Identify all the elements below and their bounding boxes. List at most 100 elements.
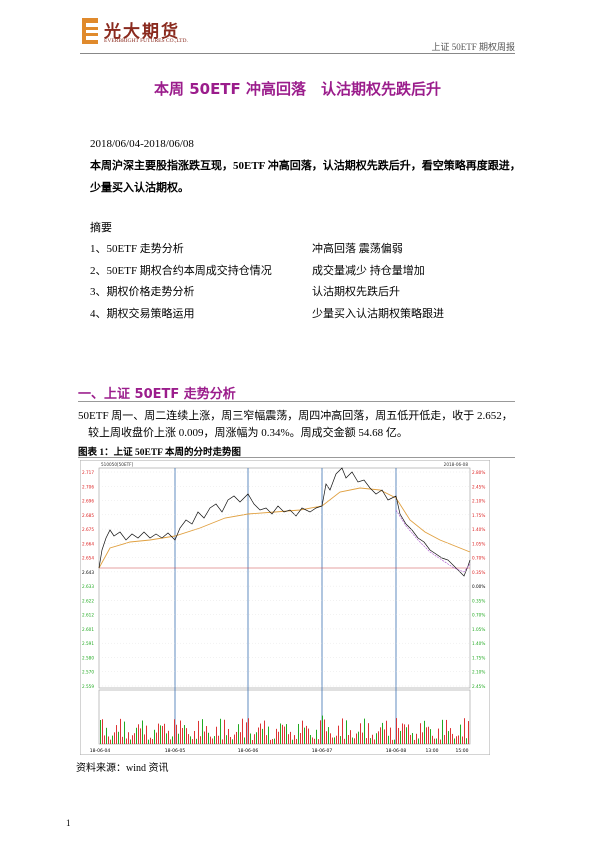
volume-bar	[108, 736, 109, 744]
volume-bar	[402, 723, 403, 744]
volume-bar	[408, 724, 409, 744]
volume-bar	[340, 736, 341, 744]
volume-bar	[336, 735, 337, 744]
volume-bar	[356, 733, 357, 744]
volume-bar	[364, 718, 365, 744]
right-tick-label: 0.00%	[472, 584, 485, 589]
volume-bar	[274, 738, 275, 744]
volume-bar	[454, 738, 455, 744]
page-number: 1	[66, 818, 71, 828]
volume-bar	[410, 734, 411, 744]
volume-bar	[296, 738, 297, 744]
volume-bar	[462, 736, 463, 744]
x-tick-label: 18-06-05	[165, 748, 186, 754]
volume-bar	[212, 738, 213, 744]
volume-bar	[102, 719, 103, 744]
volume-bar	[202, 719, 203, 744]
volume-bar	[378, 731, 379, 744]
volume-bar	[172, 736, 173, 744]
volume-bar	[432, 735, 433, 744]
volume-bar	[250, 733, 251, 744]
chart-frame	[80, 460, 490, 755]
volume-bar	[452, 733, 453, 744]
volume-bar	[438, 728, 439, 744]
volume-bar	[314, 738, 315, 744]
figure-caption: 图表 1：上证 50ETF 本周的分时走势图	[78, 448, 241, 458]
volume-bar	[468, 721, 469, 744]
volume-bar	[424, 720, 425, 744]
left-tick-label: 2.706	[82, 484, 94, 489]
volume-bar	[174, 719, 175, 744]
volume-bar	[444, 734, 445, 744]
chart-legend: 510050[50ETF]	[101, 462, 134, 467]
volume-bar	[240, 732, 241, 744]
volume-bar	[460, 724, 461, 744]
volume-bar	[406, 727, 407, 744]
volume-bar	[254, 734, 255, 744]
abstract-item-note: 成交量减少 持仓量增加	[312, 264, 425, 277]
volume-bar	[426, 727, 427, 744]
volume-bar	[128, 732, 129, 744]
volume-bar	[348, 734, 349, 744]
volume-bar	[122, 736, 123, 744]
volume-bar	[186, 728, 187, 744]
volume-bar	[334, 737, 335, 744]
volume-bar	[220, 718, 221, 744]
volume-bar	[358, 731, 359, 744]
volume-bar	[322, 715, 323, 744]
date: 2018/06/04-2018/06/08	[90, 138, 194, 150]
volume-bar	[384, 729, 385, 744]
volume-bar	[112, 735, 113, 744]
volume-bar	[284, 726, 285, 744]
left-tick-label: 2.717	[82, 470, 94, 475]
x-tick-label: 18-06-04	[90, 748, 111, 754]
company-en: EVERBRIGHT FUTURES CO.,LTD.	[104, 38, 188, 44]
price-panel	[98, 467, 471, 689]
volume-bar	[106, 727, 107, 744]
abstract-item: 2、50ETF 期权合约本周成交持仓情况	[90, 264, 272, 277]
right-tick-label: 2.10%	[472, 670, 485, 675]
volume-bar	[160, 725, 161, 744]
right-tick-label: 0.35%	[472, 598, 485, 603]
right-tick-label: 2.45%	[472, 684, 485, 689]
volume-bar	[422, 732, 423, 744]
volume-bar	[282, 724, 283, 744]
volume-bar	[416, 733, 417, 744]
volume-bar	[360, 723, 361, 744]
volume-bar	[198, 720, 199, 744]
volume-bar	[150, 737, 151, 744]
volume-bar	[350, 730, 351, 744]
volume-bar	[338, 725, 339, 744]
volume-bar	[320, 720, 321, 744]
x-tick-label: 15:00	[456, 748, 469, 754]
volume-bar	[234, 734, 235, 744]
left-tick-label: 2.591	[82, 641, 94, 646]
volume-bar	[418, 738, 419, 744]
left-tick-label: 2.664	[82, 541, 94, 546]
volume-bar	[244, 737, 245, 744]
price-line	[98, 467, 471, 577]
volume-bar	[450, 728, 451, 744]
volume-bar	[390, 727, 391, 744]
volume-bar	[306, 725, 307, 744]
volume-bar	[180, 720, 181, 744]
right-tick-label: 2.10%	[472, 499, 485, 504]
right-tick-label: 2.45%	[472, 484, 485, 489]
volume-bar	[368, 723, 369, 744]
volume-bar	[230, 736, 231, 744]
volume-bar	[176, 724, 177, 744]
volume-bar	[130, 739, 131, 744]
volume-bar	[380, 727, 381, 744]
volume-bar	[210, 736, 211, 744]
volume-bar	[292, 739, 293, 744]
volume-bar	[288, 734, 289, 744]
abstract-heading: 摘要	[90, 222, 112, 234]
volume-bar	[152, 739, 153, 744]
volume-bar	[264, 720, 265, 744]
volume-bar	[138, 724, 139, 744]
volume-bar	[218, 735, 219, 744]
left-tick-label: 2.685	[82, 513, 94, 518]
volume-bar	[258, 727, 259, 744]
volume-bar	[286, 724, 287, 744]
left-tick-label: 2.633	[82, 584, 94, 589]
